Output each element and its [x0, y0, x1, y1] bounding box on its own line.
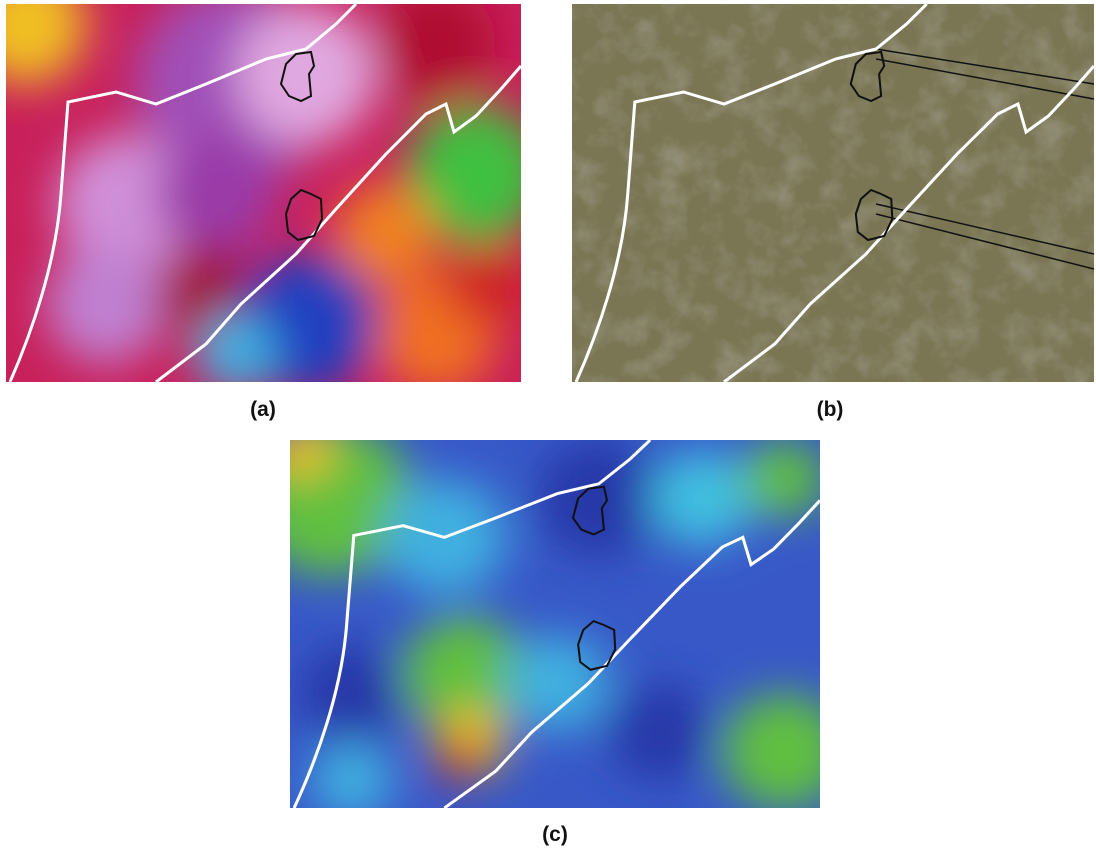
panel-label: (a): [250, 398, 276, 421]
panel-label: (b): [816, 398, 844, 421]
panel-b-satellite: [572, 4, 1094, 382]
panel-a-map: [6, 4, 521, 382]
panel-label: (c): [542, 823, 568, 846]
panel-c-map: [290, 440, 820, 808]
